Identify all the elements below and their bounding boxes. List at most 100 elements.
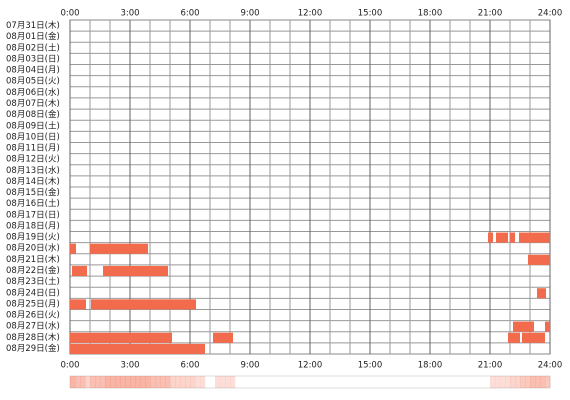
row-label: 08月02日(土)	[6, 42, 60, 53]
density-cell	[225, 376, 231, 388]
density-cell	[150, 376, 156, 388]
activity-segment	[545, 321, 550, 332]
density-cell	[155, 376, 161, 388]
density-cell	[95, 376, 101, 388]
activity-segment	[213, 332, 233, 343]
row-label: 08月25日(月)	[6, 299, 60, 309]
density-cell	[100, 376, 106, 388]
density-cell	[525, 376, 531, 388]
density-cell	[115, 376, 121, 388]
row-label: 08月03日(日)	[6, 54, 60, 64]
density-cell	[545, 376, 551, 388]
density-cell	[90, 376, 96, 388]
activity-segment	[528, 254, 550, 265]
row-label: 08月19日(火)	[6, 233, 60, 243]
density-cell	[170, 376, 176, 388]
density-cell	[135, 376, 141, 388]
density-cell	[140, 376, 146, 388]
density-cell	[125, 376, 131, 388]
row-label: 08月12日(火)	[6, 155, 60, 165]
x-tick-label-bottom: 18:00	[418, 361, 443, 371]
x-tick-label-bottom: 6:00	[180, 361, 199, 371]
x-tick-label-top: 15:00	[358, 9, 383, 19]
row-label: 08月16日(土)	[6, 198, 60, 209]
x-tick-label-top: 18:00	[418, 9, 443, 19]
density-cell	[500, 376, 506, 388]
row-label: 08月20日(水)	[6, 243, 60, 254]
density-cell	[215, 376, 221, 388]
row-label: 08月10日(日)	[6, 132, 60, 142]
density-cell	[535, 376, 541, 388]
density-cell	[180, 376, 186, 388]
activity-segment	[488, 232, 493, 243]
x-tick-label-bottom: 3:00	[120, 361, 139, 371]
density-cell	[105, 376, 111, 388]
density-cell	[540, 376, 546, 388]
density-cell	[505, 376, 511, 388]
x-tick-label-top: 24:00	[538, 9, 563, 19]
density-cell	[200, 376, 206, 388]
density-cell	[175, 376, 181, 388]
x-tick-label-bottom: 15:00	[358, 361, 383, 371]
row-label: 08月09日(土)	[6, 120, 60, 131]
activity-segment	[522, 332, 545, 343]
x-tick-label-top: 12:00	[298, 9, 323, 19]
density-cell	[220, 376, 226, 388]
density-cell	[515, 376, 521, 388]
row-label: 08月18日(月)	[6, 221, 60, 231]
x-tick-label-top: 21:00	[478, 9, 503, 19]
density-cell	[510, 376, 516, 388]
row-label: 08月23日(土)	[6, 276, 60, 287]
x-tick-label-top: 0:00	[60, 9, 79, 19]
x-tick-label-top: 3:00	[120, 9, 139, 19]
activity-segment	[513, 321, 534, 332]
density-cell	[165, 376, 171, 388]
activity-segment	[519, 232, 550, 243]
x-tick-label-bottom: 9:00	[240, 361, 259, 371]
row-label: 08月07日(木)	[6, 98, 60, 109]
row-label: 08月28日(木)	[6, 332, 60, 343]
activity-segment	[70, 299, 86, 310]
density-cell	[110, 376, 116, 388]
activity-segment	[90, 243, 148, 254]
row-label: 08月04日(月)	[6, 66, 60, 76]
activity-segment	[70, 243, 76, 254]
x-tick-label-top: 9:00	[240, 9, 259, 19]
density-cell	[85, 376, 91, 388]
density-cell	[130, 376, 136, 388]
row-label: 08月08日(金)	[6, 109, 60, 120]
row-label: 08月17日(日)	[6, 210, 60, 220]
activity-segment	[496, 232, 508, 243]
density-cell	[80, 376, 86, 388]
row-label: 08月11日(月)	[6, 144, 60, 154]
density-cell	[520, 376, 526, 388]
density-cell	[120, 376, 126, 388]
row-label: 08月15日(金)	[6, 187, 60, 198]
row-label: 08月13日(水)	[6, 165, 60, 176]
activity-segment	[70, 343, 205, 354]
row-label: 08月26日(火)	[6, 311, 60, 321]
density-cell	[490, 376, 496, 388]
density-cell	[190, 376, 196, 388]
density-cell	[185, 376, 191, 388]
row-label: 08月24日(日)	[6, 288, 60, 298]
row-label: 08月29日(金)	[6, 343, 60, 354]
density-cell	[495, 376, 501, 388]
x-tick-label-top: 6:00	[180, 9, 199, 19]
activity-segment	[70, 332, 172, 343]
row-label: 08月14日(木)	[6, 176, 60, 187]
activity-segment	[72, 265, 87, 277]
activity-segment	[91, 299, 196, 310]
density-cell	[530, 376, 536, 388]
x-tick-label-bottom: 0:00	[60, 361, 79, 371]
row-label: 08月05日(火)	[6, 77, 60, 87]
activity-segment	[103, 265, 168, 277]
row-label: 08月27日(水)	[6, 321, 60, 332]
activity-segment	[510, 232, 515, 243]
x-tick-label-bottom: 12:00	[298, 361, 323, 371]
density-cell	[75, 376, 81, 388]
row-label: 08月21日(木)	[6, 254, 60, 265]
x-tick-label-bottom: 21:00	[478, 361, 503, 371]
activity-segment	[508, 332, 520, 343]
